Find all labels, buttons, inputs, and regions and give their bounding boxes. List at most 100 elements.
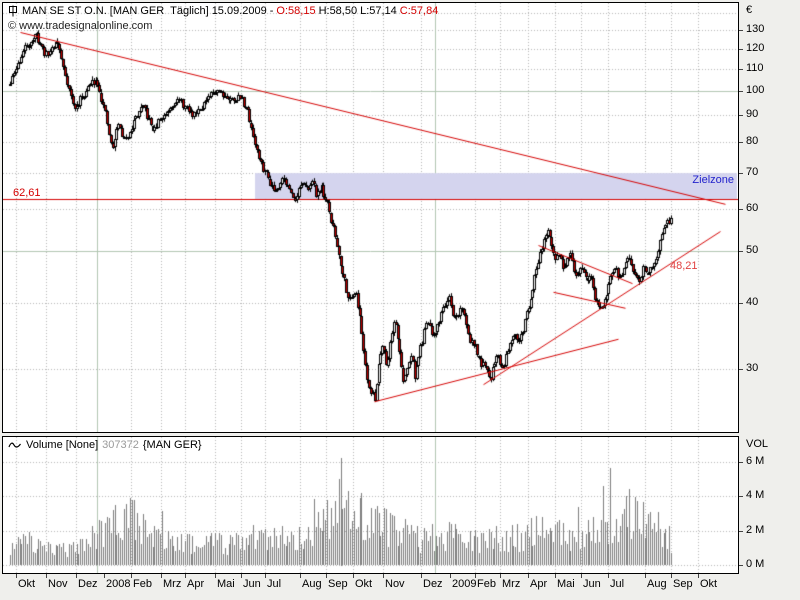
- time-tick-mark: [555, 574, 556, 578]
- price-chart-canvas[interactable]: [3, 3, 738, 432]
- time-tick-mark: [104, 574, 105, 578]
- time-tick-label: Aug: [302, 578, 322, 590]
- volume-indicator-name: Volume [None]: [26, 439, 99, 451]
- time-tick-label: Jun: [583, 578, 601, 590]
- volume-axis-label: VOL: [746, 438, 769, 450]
- price-tick-mark: [739, 30, 743, 31]
- price-panel: MAN SE ST O.N. [MAN GER Täglich] 15.09.2…: [2, 2, 739, 433]
- time-tick-mark: [698, 574, 699, 578]
- volume-symbol: {MAN GER}: [142, 439, 202, 451]
- time-tick-label: Apr: [530, 578, 548, 590]
- time-tick-mark: [383, 574, 384, 578]
- time-tick-label: Mrz: [163, 578, 182, 590]
- time-tick-mark: [581, 574, 582, 578]
- title-separator: -: [269, 5, 274, 17]
- wave-icon: [8, 442, 21, 448]
- price-axis[interactable]: € VOL 130 120 110 100 90 80 70 60 50 40 30 6 M 4 M 2 …: [738, 0, 800, 600]
- time-tick-mark: [161, 574, 162, 578]
- price-tick-mark: [739, 251, 743, 252]
- price-tick-label: 40: [746, 296, 759, 308]
- price-tick-label: 130: [746, 23, 765, 35]
- volume-tick-label: 6 M: [746, 455, 765, 467]
- open-value: O:58,15: [276, 5, 316, 17]
- volume-header: Volume [None] 307372 {MAN GER}: [8, 439, 206, 451]
- price-tick-mark: [739, 142, 743, 143]
- time-tick-mark: [475, 574, 476, 578]
- time-tick-mark: [300, 574, 301, 578]
- price-level-label: 62,61: [13, 187, 41, 199]
- price-tick-mark: [739, 209, 743, 210]
- time-tick-label: 2009: [452, 578, 477, 590]
- time-tick-mark: [326, 574, 327, 578]
- price-tick-mark: [739, 69, 743, 70]
- time-tick-mark: [241, 574, 242, 578]
- target-price-label: 48,21: [670, 260, 698, 272]
- time-tick-label: Okt: [700, 578, 718, 590]
- time-tick-mark: [16, 574, 17, 578]
- time-tick-label: Jul: [267, 578, 282, 590]
- time-tick-label: Mai: [557, 578, 575, 590]
- time-tick-mark: [528, 574, 529, 578]
- time-tick-mark: [265, 574, 266, 578]
- time-tick-label: Apr: [187, 578, 205, 590]
- price-tick-mark: [739, 369, 743, 370]
- time-tick-mark: [450, 574, 451, 578]
- price-tick-label: 120: [746, 42, 765, 54]
- time-tick-label: Aug: [647, 578, 667, 590]
- zielzone-label: Zielzone: [692, 174, 734, 186]
- price-tick-mark: [739, 303, 743, 304]
- volume-tick-label: 2 M: [746, 524, 765, 536]
- price-tick-label: 30: [746, 362, 759, 374]
- time-tick-label: Dez: [423, 578, 443, 590]
- time-tick-label: Jun: [243, 578, 261, 590]
- time-tick-label: Dez: [78, 578, 98, 590]
- price-tick-label: 100: [746, 84, 765, 96]
- volume-tick-label: 0 M: [746, 558, 765, 570]
- time-tick-label: Nov: [385, 578, 405, 590]
- price-tick-label: 50: [746, 244, 759, 256]
- time-tick-label: Mrz: [502, 578, 521, 590]
- time-tick-label: Okt: [18, 578, 36, 590]
- time-tick-mark: [671, 574, 672, 578]
- time-tick-mark: [46, 574, 47, 578]
- time-tick-mark: [215, 574, 216, 578]
- time-tick-mark: [353, 574, 354, 578]
- volume-chart-canvas[interactable]: [3, 437, 738, 573]
- time-tick-label: Sep: [328, 578, 348, 590]
- price-tick-mark: [739, 49, 743, 50]
- price-tick-label: 110: [746, 62, 764, 74]
- watermark: © www.tradesignalonline.com: [8, 20, 153, 32]
- close-value: C:57,84: [399, 5, 439, 17]
- price-tick-label: 70: [746, 166, 759, 178]
- price-tick-mark: [739, 115, 743, 116]
- time-tick-label: Feb: [477, 578, 496, 590]
- time-tick-label: Sep: [673, 578, 693, 590]
- volume-tick-mark: [739, 531, 743, 532]
- time-tick-label: Mai: [217, 578, 235, 590]
- time-tick-label: Nov: [48, 578, 68, 590]
- instrument-icon: [9, 5, 17, 17]
- currency-label: €: [746, 4, 753, 16]
- price-tick-label: 80: [746, 135, 759, 147]
- time-tick-mark: [185, 574, 186, 578]
- price-tick-mark: [739, 91, 743, 92]
- high-value: H:58,50: [318, 5, 358, 17]
- low-value: L:57,14: [360, 5, 397, 17]
- volume-value: 307372: [102, 439, 139, 451]
- chart-title-bar: MAN SE ST O.N. [MAN GER Täglich] 15.09.2…: [8, 5, 441, 17]
- time-tick-label: Okt: [355, 578, 373, 590]
- time-tick-mark: [500, 574, 501, 578]
- volume-tick-mark: [739, 496, 743, 497]
- price-tick-label: 60: [746, 202, 759, 214]
- volume-panel: Volume [None] 307372 {MAN GER}: [2, 436, 739, 574]
- time-tick-mark: [131, 574, 132, 578]
- volume-tick-mark: [739, 462, 743, 463]
- time-tick-label: Jul: [610, 578, 625, 590]
- volume-tick-label: 4 M: [746, 489, 765, 501]
- time-tick-label: 2008: [106, 578, 131, 590]
- time-tick-mark: [76, 574, 77, 578]
- time-tick-mark: [608, 574, 609, 578]
- time-axis[interactable]: Okt Nov Dez 2008 Feb Mrz Apr Mai Jun Jul Aug Sep Okt…: [0, 574, 800, 600]
- price-tick-label: 90: [746, 108, 759, 120]
